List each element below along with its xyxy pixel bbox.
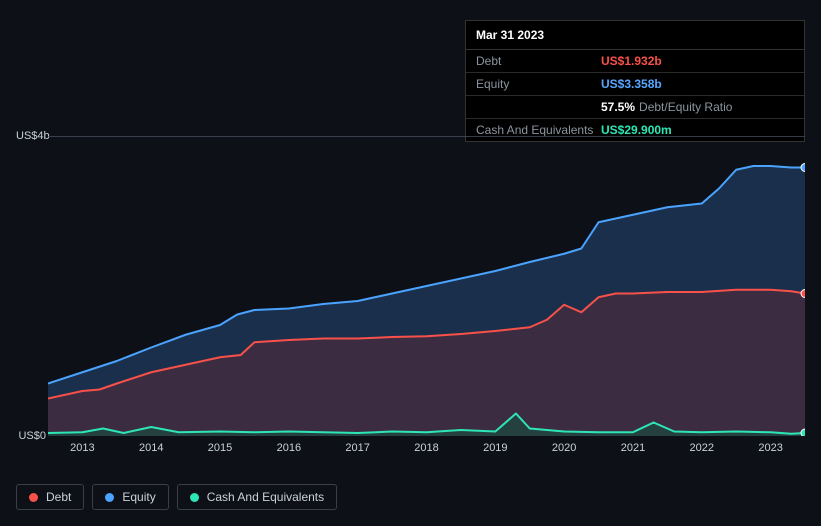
tooltip-value-debt: US$1.932b (601, 54, 662, 68)
legend-label: Debt (46, 490, 71, 504)
legend-item-debt[interactable]: Debt (16, 484, 84, 510)
x-axis-tick-label: 2022 (690, 442, 714, 454)
tooltip-value-equity: US$3.358b (601, 77, 662, 91)
x-axis-tick-label: 2023 (758, 442, 782, 454)
legend-swatch-icon (29, 493, 38, 502)
x-axis-tick-label: 2015 (208, 442, 232, 454)
legend-swatch-icon (190, 493, 199, 502)
tooltip-ratio-value: 57.5% (601, 100, 635, 114)
x-axis-tick-label: 2021 (621, 442, 645, 454)
x-axis-labels: 2013 2014 2015 2016 2017 2018 2019 2020 2021 2022… (48, 440, 805, 460)
tooltip-label (476, 100, 601, 114)
x-axis-tick-label: 2018 (414, 442, 438, 454)
x-axis-tick-label: 2019 (483, 442, 507, 454)
x-axis-tick-label: 2020 (552, 442, 576, 454)
plot-area[interactable] (48, 136, 805, 436)
chart-container: US$0US$4b 201320142015201620172018201920… (16, 120, 805, 470)
y-axis-tick-label: US$0 (16, 430, 46, 442)
tooltip-row-equity: Equity US$3.358b (466, 73, 804, 96)
legend-item-cash-and-equivalents[interactable]: Cash And Equivalents (177, 484, 337, 510)
legend-item-equity[interactable]: Equity (92, 484, 168, 510)
x-axis-tick-label: 2014 (139, 442, 163, 454)
y-axis-tick-label: US$4b (16, 130, 46, 142)
tooltip-ratio-label: Debt/Equity Ratio (639, 100, 732, 114)
legend-label: Equity (122, 490, 155, 504)
chart-svg (48, 136, 805, 436)
x-axis-tick-label: 2017 (345, 442, 369, 454)
x-axis-tick-label: 2016 (277, 442, 301, 454)
tooltip-row-debt: Debt US$1.932b (466, 50, 804, 73)
legend-swatch-icon (105, 493, 114, 502)
tooltip-label: Debt (476, 54, 601, 68)
tooltip-date: Mar 31 2023 (466, 21, 804, 50)
chart-legend: Debt Equity Cash And Equivalents (16, 484, 337, 510)
x-axis-tick-label: 2013 (70, 442, 94, 454)
legend-label: Cash And Equivalents (207, 490, 324, 504)
tooltip-label: Equity (476, 77, 601, 91)
tooltip-row-ratio: 57.5% Debt/Equity Ratio (466, 96, 804, 119)
